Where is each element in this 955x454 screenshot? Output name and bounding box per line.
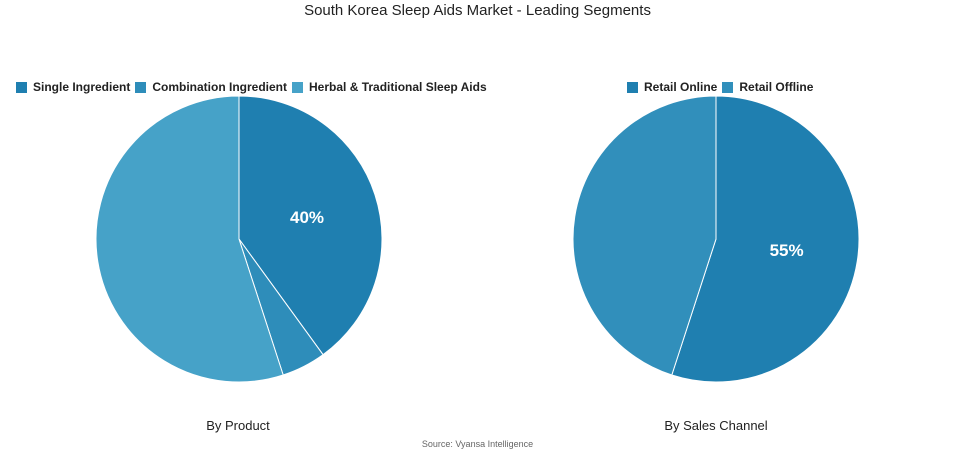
legend-swatch: [627, 81, 638, 93]
legend-swatch: [292, 81, 304, 93]
legend-item-retail-offline: Retail Offline: [722, 80, 813, 94]
legend-label: Combination Ingredient: [152, 80, 288, 94]
pie-slice-retail-offline: [572, 95, 717, 376]
legend-item-retail-online: Retail Online: [627, 80, 717, 94]
legend-label: Herbal & Traditional Sleep Aids: [309, 80, 487, 94]
caption-sales-channel: By Sales Channel: [664, 418, 768, 433]
legend-swatch: [722, 81, 734, 93]
legend-label: Retail Offline: [739, 80, 814, 94]
pie-data-label: 40%: [290, 208, 324, 227]
legend-product: Single Ingredient Combination Ingredient…: [16, 80, 492, 94]
pie-slice-single-ingredient: [238, 95, 383, 356]
legend-item-herbal-traditional: Herbal & Traditional Sleep Aids: [292, 80, 487, 94]
pie-slice-herbal-traditional-sleep-aids: [95, 95, 284, 383]
legend-item-single-ingredient: Single Ingredient: [16, 80, 130, 94]
legend-swatch: [135, 81, 147, 93]
legend-swatch: [16, 81, 27, 93]
legend-label: Retail Online: [644, 80, 718, 94]
source-note: Source: Vyansa Intelligence: [421, 439, 534, 449]
pie-slice-retail-online: [671, 95, 860, 383]
pie-chart-product: 40%: [95, 95, 383, 383]
legend-sales-channel: Retail Online Retail Offline: [627, 80, 818, 94]
legend-label: Single Ingredient: [33, 80, 131, 94]
pie-data-label: 55%: [770, 241, 804, 260]
pie-chart-sales-channel: 55%: [572, 95, 860, 383]
legend-item-combination-ingredient: Combination Ingredient: [135, 80, 287, 94]
caption-product: By Product: [206, 418, 270, 433]
chart-title: South Korea Sleep Aids Market - Leading …: [304, 2, 651, 19]
